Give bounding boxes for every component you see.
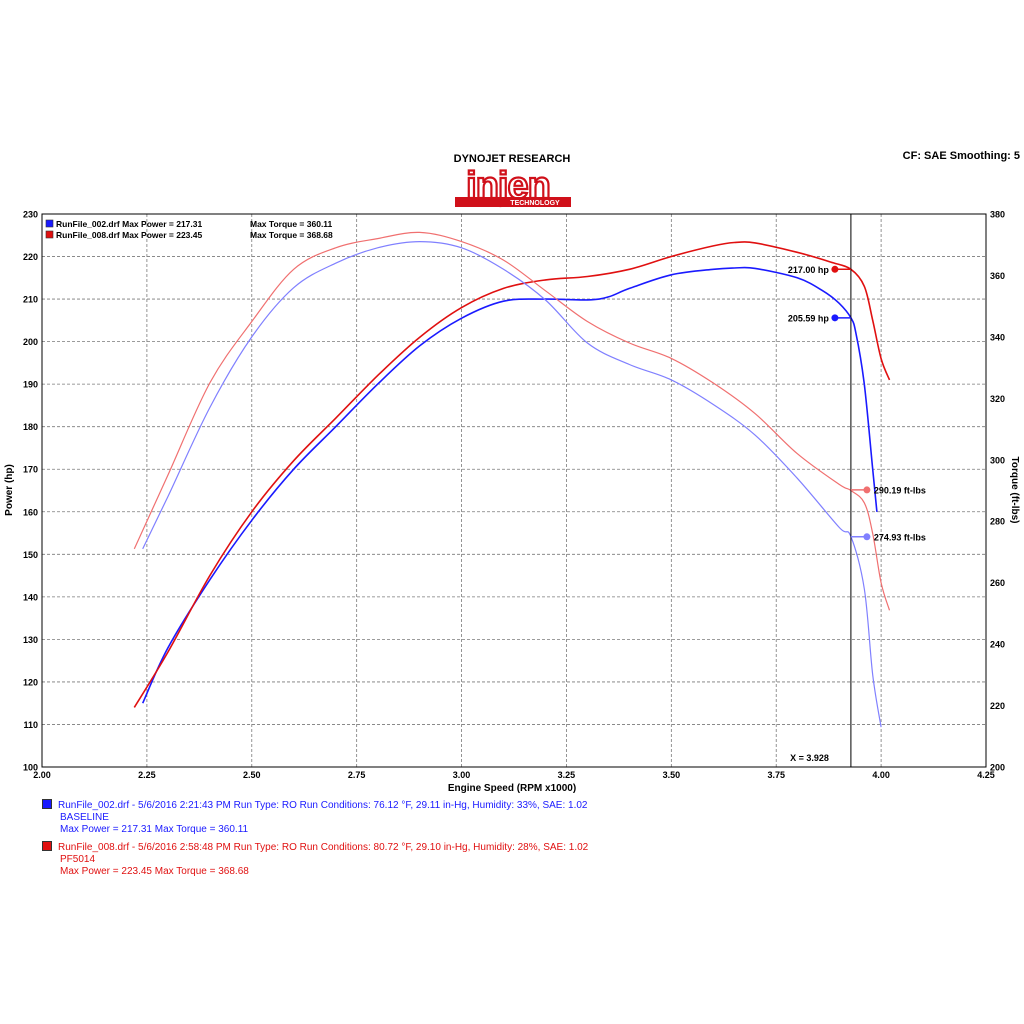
marker-label: 217.00 hp [788,265,830,275]
y-tick-label: 130 [23,635,38,645]
x-tick-label: 2.25 [138,770,156,780]
inset-swatch [45,230,54,239]
x-tick-label: 2.00 [33,770,51,780]
run-1-line1: RunFile_002.drf - 5/6/2016 2:21:43 PM Ru… [58,800,588,811]
y2-tick-label: 240 [990,640,1005,650]
y-tick-label: 120 [23,677,38,687]
x-tick-label: 3.00 [453,770,471,780]
y2-tick-label: 220 [990,701,1005,711]
run-legend-entry-1: RunFile_002.drf - 5/6/2016 2:21:43 PM Ru… [42,799,588,836]
run-1-swatch [42,799,52,809]
y-tick-label: 230 [23,210,38,220]
y-tick-label: 160 [23,507,38,517]
tick-labels: 100 110 120 130 140 150 160 170 180 190 200 210 220 2… [23,210,1005,781]
marker-label: 205.59 hp [788,313,830,323]
cursor-label: X = 3.928 [790,753,829,763]
inset-power-label: RunFile_002.drf Max Power = 217.31 [56,219,202,229]
markers: 217.00 hp 205.59 hp 290.19 ft-lbs 274.93 ft… [788,265,926,542]
series-line-4 [133,231,891,611]
run-2-swatch [42,841,52,851]
run-1-line3: Max Power = 217.31 Max Torque = 360.11 [60,824,249,835]
y-tick-label: 200 [23,337,38,347]
y2-tick-label: 340 [990,332,1005,342]
injen-logo: injen TECHNOLOGY [455,164,571,208]
y-tick-label: 140 [23,592,38,602]
x-tick-label: 3.50 [663,770,681,780]
y2-axis-title: Torque (ft-lbs) [1009,456,1020,523]
y2-tick-label: 300 [990,455,1005,465]
y2-tick-label: 200 [990,763,1005,773]
series-line-1 [141,266,878,704]
y-tick-label: 170 [23,465,38,475]
settings-text: CF: SAE Smoothing: 5 [903,150,1020,162]
y2-tick-label: 260 [990,578,1005,588]
inset-legend: RunFile_002.drf Max Power = 217.31 Max To… [45,219,333,240]
grid [42,214,986,767]
inset-swatch [45,219,54,228]
y-tick-label: 190 [23,380,38,390]
marker-dot [863,486,871,494]
run-legend-entry-2: RunFile_008.drf - 5/6/2016 2:58:48 PM Ru… [42,841,588,878]
y2-tick-label: 380 [990,210,1005,220]
inset-torque-label: Max Torque = 360.11 [250,219,333,229]
run-2-line1: RunFile_008.drf - 5/6/2016 2:58:48 PM Ru… [58,842,589,853]
y2-tick-label: 320 [990,394,1005,404]
x-tick-label: 4.00 [872,770,890,780]
run-2-line3: Max Power = 223.45 Max Torque = 368.68 [60,866,249,877]
marker-dot [863,533,871,541]
x-tick-label: 2.50 [243,770,261,780]
plot-frame [41,213,987,768]
logo-sub-text: TECHNOLOGY [510,200,560,207]
x-axis-title: Engine Speed (RPM x1000) [448,783,576,794]
y-tick-label: 210 [23,295,38,305]
logo-swoosh [455,197,571,207]
y-tick-label: 220 [23,252,38,262]
marker-dot [831,314,839,322]
y2-tick-label: 280 [990,517,1005,527]
marker-label: 274.93 ft-lbs [874,532,926,542]
series-line-3 [142,241,882,728]
run-legend: RunFile_002.drf - 5/6/2016 2:21:43 PM Ru… [42,799,588,878]
inset-power-label: RunFile_008.drf Max Power = 223.45 [56,230,202,240]
y-axis-title: Power (hp) [4,464,15,516]
run-2-line2: PF5014 [60,854,96,865]
x-tick-label: 3.25 [558,770,576,780]
x-tick-label: 4.25 [977,770,995,780]
marker-label: 290.19 ft-lbs [874,485,926,495]
marker-dot [831,265,839,273]
y-tick-label: 100 [23,763,38,773]
x-tick-label: 2.75 [348,770,366,780]
y-tick-label: 110 [23,720,38,730]
y2-tick-label: 360 [990,271,1005,281]
cursor: X = 3.928 [790,214,852,767]
brand-text: DYNOJET RESEARCH [454,153,571,165]
inset-torque-label: Max Torque = 368.68 [250,230,333,240]
y-tick-label: 150 [23,550,38,560]
x-tick-label: 3.75 [767,770,785,780]
run-1-line2: BASELINE [60,812,109,823]
y-tick-label: 180 [23,422,38,432]
